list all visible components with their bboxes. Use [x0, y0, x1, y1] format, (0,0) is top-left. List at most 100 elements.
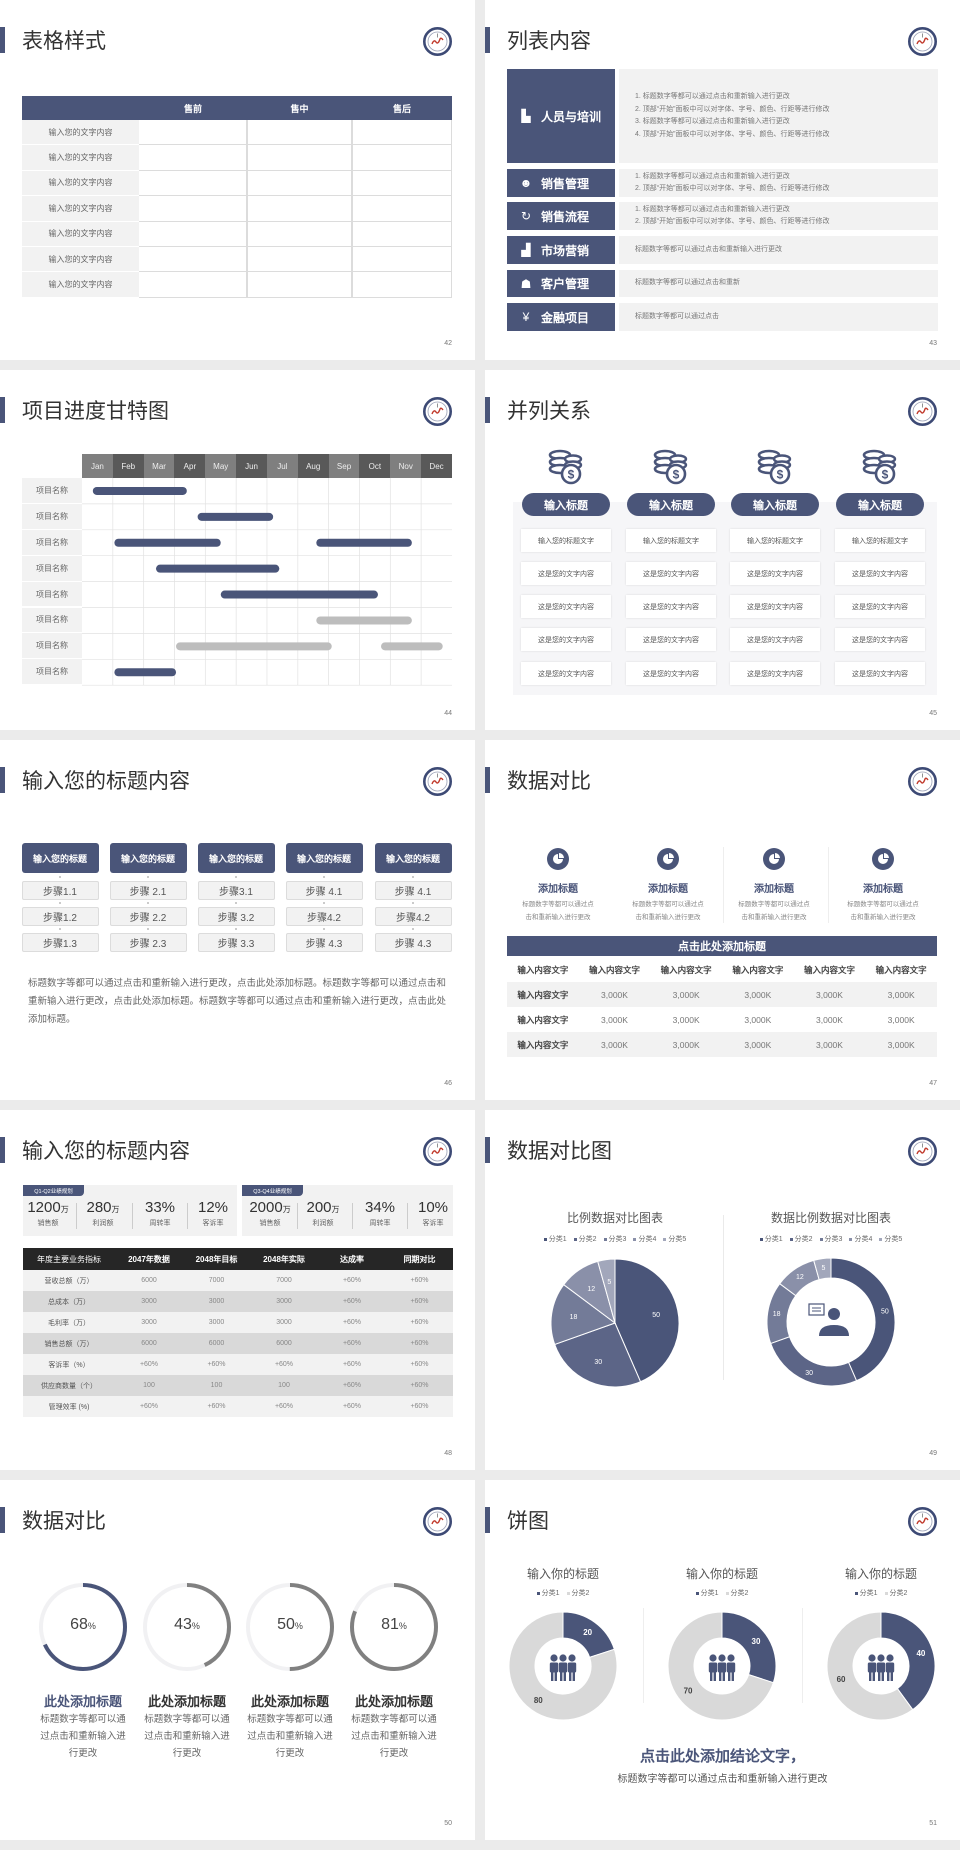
list-item-人员与培训[interactable]: ▙ 人员与培训 — [507, 69, 615, 163]
content-line: 2. 顶部“开始”面板中可以对字体、字号、颜色、行距等进行修改 — [635, 105, 830, 113]
step-box[interactable]: 步骤 4.3 — [374, 933, 452, 952]
column-item-box: 这是您的文字内容 — [835, 562, 925, 585]
column-heading-pill[interactable]: 输入标题 — [836, 493, 924, 516]
table-cell[interactable] — [247, 196, 352, 222]
table-cell[interactable] — [247, 272, 352, 298]
column-header: 输入内容文字 — [660, 965, 712, 975]
step-box[interactable]: 步骤 4.3 — [285, 933, 363, 952]
slice-value-label: 18 — [773, 1311, 781, 1318]
step-box[interactable]: 步骤1.3 — [21, 933, 99, 952]
page-number: 45 — [929, 710, 937, 717]
title-accent-bar — [485, 397, 490, 423]
legend-item: 分类2 — [725, 1588, 748, 1598]
step-box[interactable]: 步骤 3.2 — [197, 907, 275, 926]
column-heading-pill[interactable]: 输入标题 — [627, 493, 715, 516]
legend-swatch — [603, 1237, 607, 1241]
list-item-content: 标题数字等都可以通过点击 — [619, 303, 938, 331]
table-row — [23, 1354, 453, 1375]
table-cell[interactable] — [247, 247, 352, 273]
step-box[interactable]: 步骤4.2 — [374, 907, 452, 926]
table-title-bar[interactable]: 点击此处添加标题 — [507, 936, 937, 956]
row-label: 输入您的文字内容 — [22, 247, 139, 273]
legend-swatch — [663, 1237, 667, 1241]
table-cell[interactable] — [139, 120, 247, 146]
table-cell[interactable] — [139, 221, 247, 247]
coins-dollar-icon: $ — [548, 449, 583, 485]
step-column-heading[interactable]: 输入您的标题 — [109, 843, 187, 873]
step-box[interactable]: 步骤 2.3 — [109, 933, 187, 952]
table-cell[interactable] — [352, 221, 452, 247]
table-cell[interactable] — [247, 145, 352, 171]
step-column-heading[interactable]: 输入您的标题 — [285, 843, 363, 873]
list-item-金融项目[interactable]: ¥ 金融项目 — [507, 303, 615, 331]
column-heading-pill[interactable]: 输入标题 — [522, 493, 610, 516]
table-cell[interactable] — [139, 272, 247, 298]
column-heading-pill[interactable]: 输入标题 — [731, 493, 819, 516]
slice-value-label: 70 — [684, 1686, 693, 1695]
legend-item: 分类1 — [543, 1234, 567, 1244]
title-accent-bar — [485, 1507, 490, 1533]
list-item-label: 销售流程 — [541, 209, 590, 224]
kpi-value: 12% — [185, 1199, 241, 1216]
list-item-content: 标题数字等都可以通过点击和重新输入进行更改 — [619, 236, 938, 264]
title-accent-bar — [0, 1137, 5, 1163]
step-box[interactable]: 步骤1.2 — [21, 907, 99, 926]
column-item-box: 这是您的文字内容 — [730, 662, 820, 685]
list-item-客户管理[interactable]: ☗ 客户管理 — [507, 270, 615, 297]
table-cell[interactable] — [247, 120, 352, 146]
step-column-heading[interactable]: 输入您的标题 — [197, 843, 275, 873]
connector-dot — [412, 928, 414, 930]
list-item-销售管理[interactable]: ☻ 销售管理 — [507, 169, 615, 197]
step-box[interactable]: 步骤1.1 — [21, 881, 99, 900]
step-box[interactable]: 步骤 3.3 — [197, 933, 275, 952]
feature-desc: 标题数字等都可以通过点 — [738, 901, 810, 908]
kpi-divider — [406, 1203, 408, 1229]
table-cell[interactable] — [247, 170, 352, 197]
connector-dot — [59, 902, 61, 904]
slice-value-label: 40 — [916, 1649, 925, 1658]
list-item-销售流程[interactable]: ↻ 销售流程 — [507, 202, 615, 230]
table-cell[interactable] — [352, 170, 452, 197]
list-item-市场营销[interactable]: ▟ 市场营销 — [507, 236, 615, 264]
table-cell[interactable] — [352, 145, 452, 171]
step-box[interactable]: 步骤3.1 — [197, 881, 275, 900]
table-cell[interactable] — [352, 272, 452, 298]
step-box[interactable]: 步骤 4.1 — [374, 881, 452, 900]
table-cell: +60% — [207, 1361, 226, 1368]
table-cell[interactable] — [247, 221, 352, 247]
table-cell: 6000 — [141, 1277, 157, 1284]
table-cell: 7000 — [276, 1277, 292, 1284]
row-label: 输入内容文字 — [517, 989, 569, 1000]
kpi-number: 34% — [364, 1199, 396, 1216]
step-box[interactable]: 步骤 2.2 — [109, 907, 187, 926]
table-cell[interactable] — [352, 247, 452, 273]
slide-45: 并列关系 45 $ 输入标题 输入您的标题文字 这是您的文字内容 这是您的文字内容 这是您的文… — [485, 370, 960, 730]
step-column-heading[interactable]: 输入您的标题 — [374, 843, 452, 873]
step-box[interactable]: 步骤 2.1 — [109, 881, 187, 900]
feature-desc: 击和重新输入进行更改 — [850, 913, 916, 921]
legend-swatch — [633, 1237, 637, 1241]
slide-49: 数据对比图 49 比例数据对比图表 分类1 分类2 分类3 分类4 分类5 数据比例数据对比图表… — [485, 1110, 960, 1470]
table-row: 输入您的文字内容 — [22, 170, 452, 197]
ring-number: 50 — [277, 1616, 295, 1633]
table-cell[interactable] — [352, 120, 452, 146]
row-label: 客诉率（%） — [48, 1361, 90, 1369]
ring-unit: % — [191, 1621, 200, 1631]
table-cell[interactable] — [139, 170, 247, 197]
table-cell[interactable] — [139, 196, 247, 222]
step-column-heading[interactable]: 输入您的标题 — [21, 843, 99, 873]
content-line: 1. 标题数字等都可以通过点击和重新输入进行更改 — [635, 172, 790, 180]
table-cell[interactable] — [139, 247, 247, 273]
feature-desc: 击和重新输入进行更改 — [741, 913, 807, 921]
step-box[interactable]: 步骤4.2 — [285, 907, 363, 926]
table-cell[interactable] — [352, 196, 452, 222]
ring-number: 68 — [70, 1616, 88, 1633]
conclusion-subtext: 标题数字等都可以通过点击和重新输入进行更改 — [617, 1774, 828, 1785]
step-box[interactable]: 步骤 4.1 — [285, 881, 363, 900]
kpi-unit: 万 — [282, 1205, 291, 1214]
table-cell: +60% — [342, 1403, 362, 1410]
legend-item: 分类3 — [819, 1234, 842, 1244]
table-cell[interactable] — [139, 145, 247, 171]
table-header-row — [22, 96, 452, 120]
ring-progress — [39, 1583, 127, 1671]
